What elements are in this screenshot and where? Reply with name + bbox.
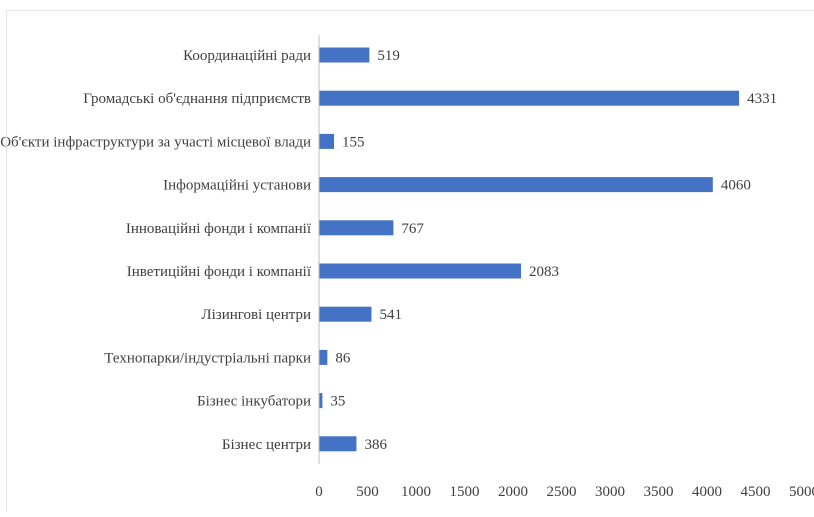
category-label: Громадські об'єднання підприємств (83, 91, 311, 107)
x-tick-labels: 0 500 1000 1500 2000 2500 3000 3500 4000 4500 5000 (315, 484, 814, 500)
data-label: 767 (401, 221, 424, 237)
bar (319, 349, 328, 365)
category-label: Інформаційні установи (163, 178, 311, 194)
frame-top-border (6, 10, 814, 11)
frame-left-border (6, 10, 7, 512)
bar (319, 133, 335, 149)
data-label: 2083 (529, 264, 559, 280)
x-tick-label: 2500 (547, 484, 577, 500)
bar (319, 90, 740, 106)
x-tick-label: 2000 (498, 484, 528, 500)
category-label: Технопарки/індустріальні парки (104, 350, 311, 366)
category-label: Інветиційні фонди і компанії (127, 264, 312, 280)
x-tick-label: 5000 (789, 484, 814, 500)
data-label: 541 (379, 307, 402, 323)
category-label: Лізингові центри (201, 307, 311, 323)
category-label: Бізнес центри (222, 437, 311, 453)
x-tick-label: 500 (356, 484, 379, 500)
x-tick-label: 0 (315, 484, 323, 500)
data-labels: 519 4331 155 4060 767 2083 541 86 35 386 (330, 48, 777, 453)
data-label: 4331 (747, 91, 777, 107)
bar (319, 263, 522, 279)
category-label: Координаційні ради (183, 48, 311, 64)
bar (319, 393, 323, 409)
category-label: Бізнес інкубатори (197, 394, 311, 410)
data-label: 4060 (721, 178, 751, 194)
bars (319, 47, 740, 452)
data-label: 386 (364, 437, 387, 453)
x-tick-label: 3500 (644, 484, 674, 500)
category-label: Інноваційні фонди і компанії (126, 221, 312, 237)
category-labels: Координаційні ради Громадські об'єднання … (0, 48, 312, 453)
x-tick-label: 1500 (450, 484, 480, 500)
bar (319, 306, 372, 322)
data-label: 519 (377, 48, 400, 64)
bar (319, 177, 713, 193)
x-tick-label: 4000 (692, 484, 722, 500)
x-tick-label: 3000 (595, 484, 625, 500)
x-tick-label: 4500 (741, 484, 771, 500)
bar (319, 47, 370, 63)
bar (319, 220, 394, 236)
data-label: 35 (330, 394, 345, 410)
category-label: Об'єкти інфраструктури за участі місцево… (0, 134, 311, 150)
bar (319, 436, 357, 452)
data-label: 86 (335, 350, 351, 366)
data-label: 155 (342, 134, 365, 150)
x-tick-label: 1000 (401, 484, 431, 500)
